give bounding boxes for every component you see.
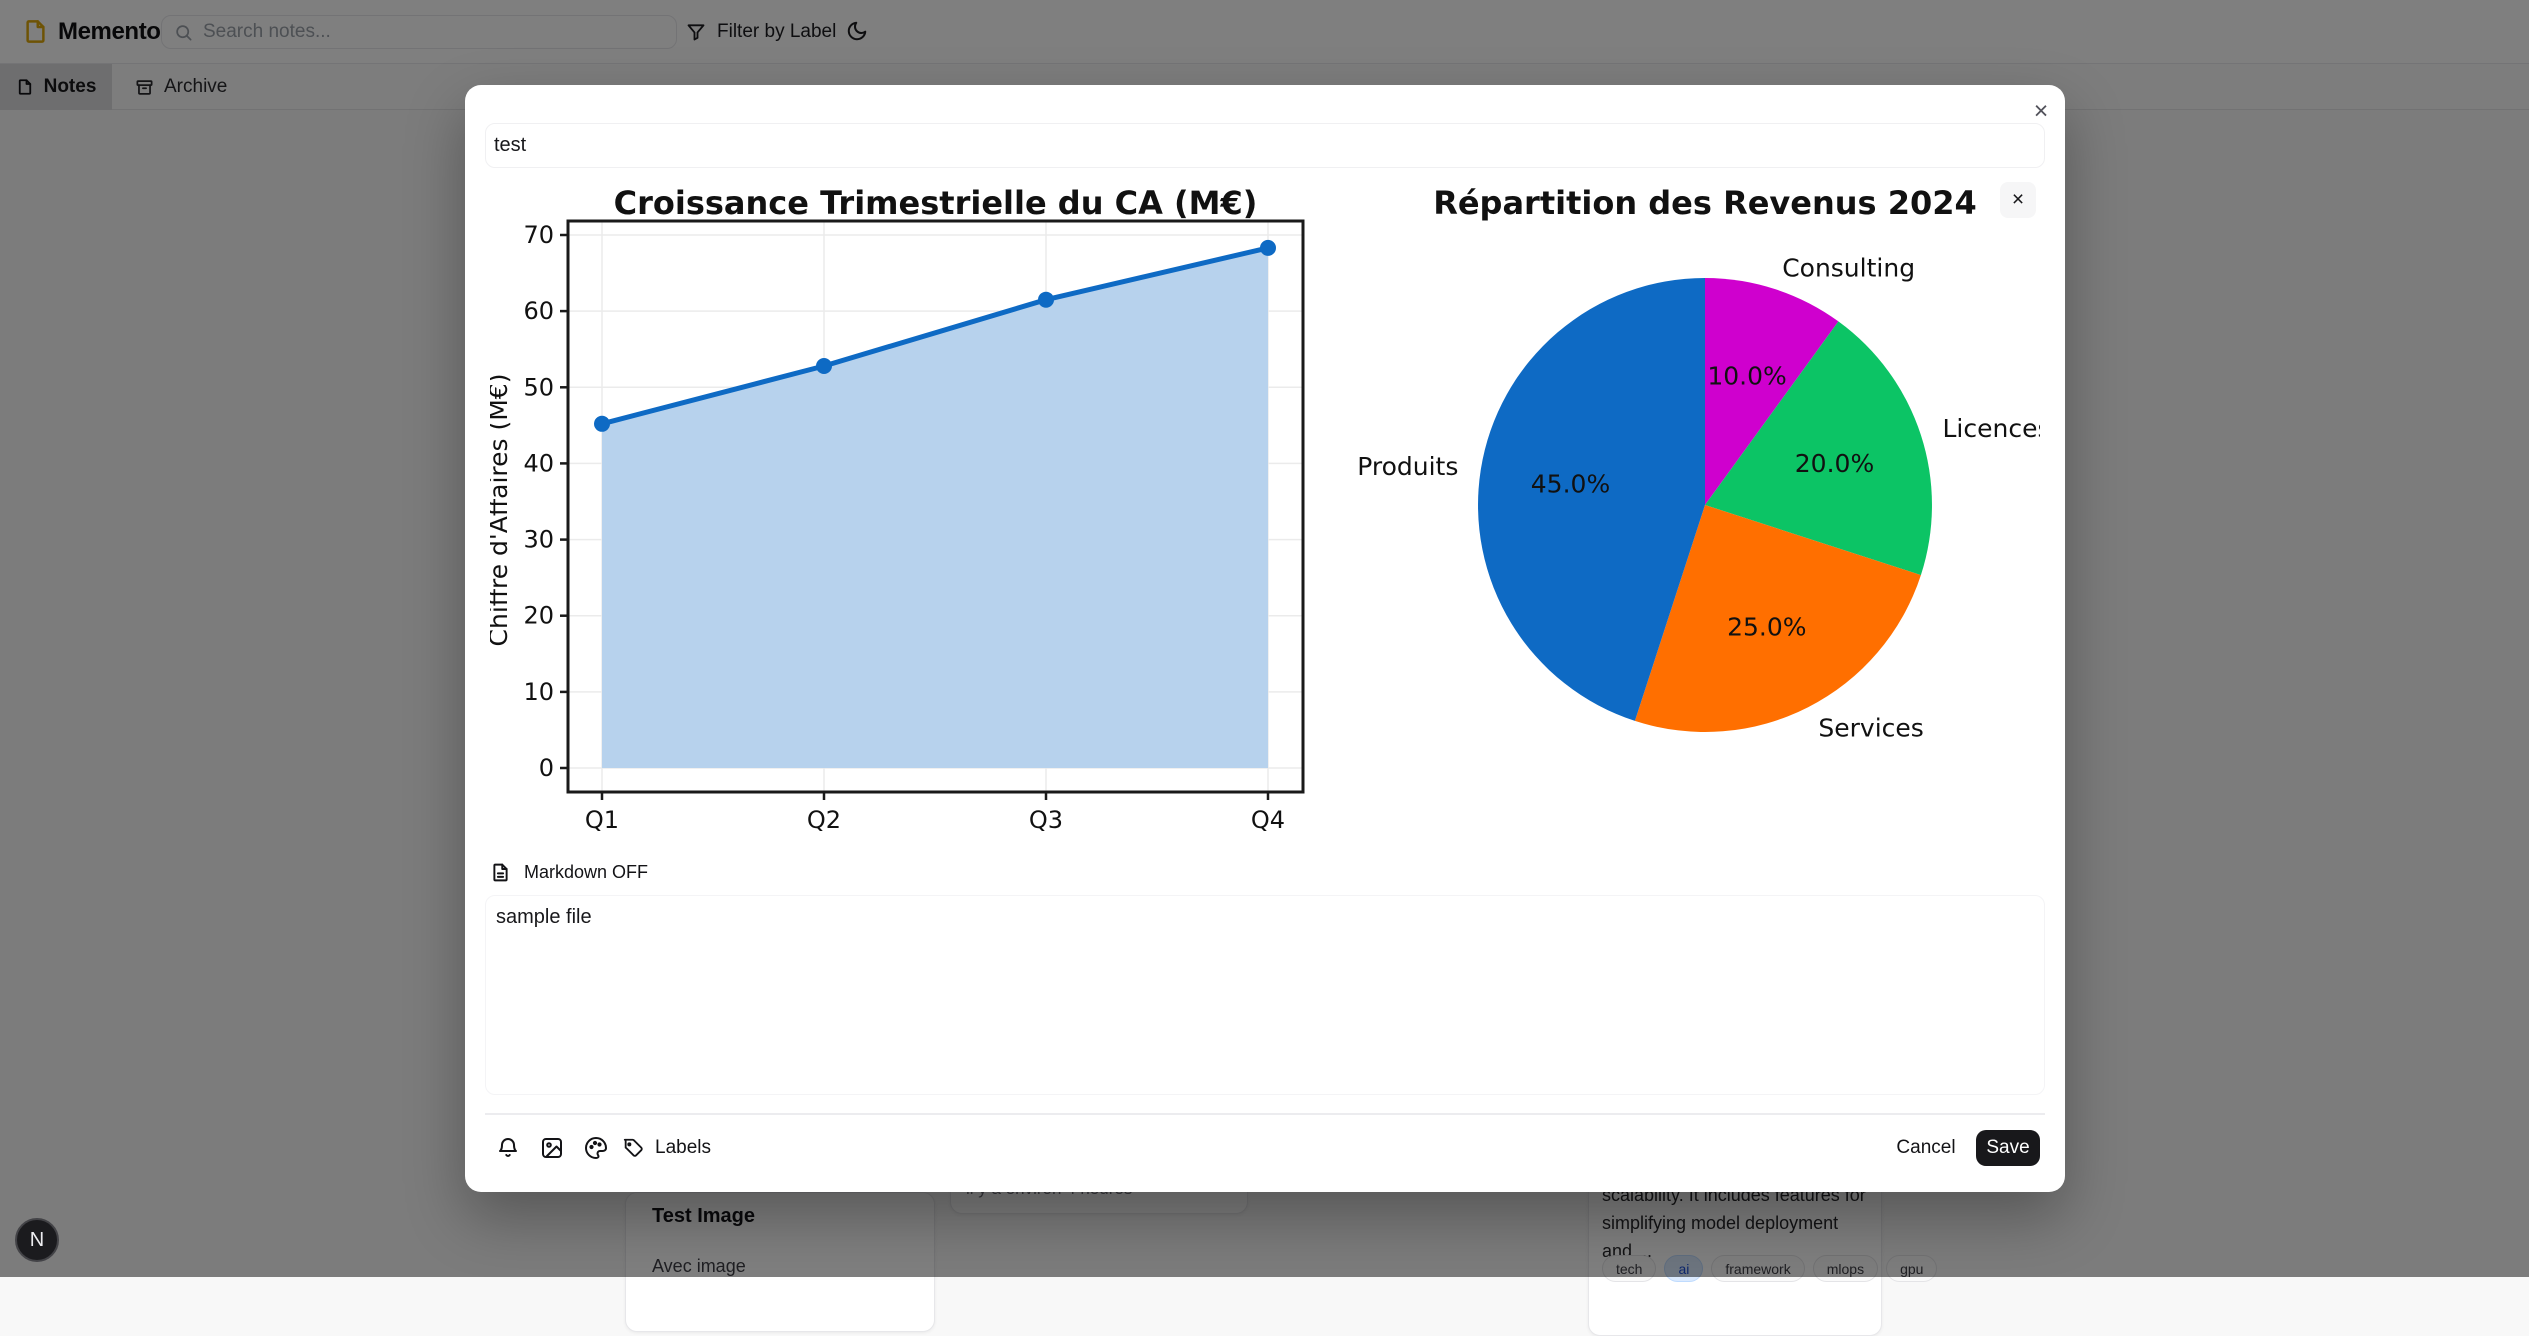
color-palette-button[interactable] bbox=[578, 1130, 614, 1166]
save-button[interactable]: Save bbox=[1976, 1130, 2040, 1166]
markdown-toggle-label: Markdown OFF bbox=[524, 861, 649, 882]
line-chart-line bbox=[599, 245, 1271, 427]
svg-text:30: 30 bbox=[523, 526, 554, 554]
pie-slice bbox=[1478, 278, 1705, 721]
line-chart-ylabel: Chiffre d'Affaires (M€) bbox=[490, 374, 513, 647]
pie-slice-label: Produits bbox=[1357, 452, 1458, 481]
close-icon[interactable]: × bbox=[2033, 96, 2049, 125]
labels-button-text: Labels bbox=[655, 1137, 711, 1158]
pie-pct-label: 10.0% bbox=[1707, 362, 1786, 391]
svg-text:40: 40 bbox=[523, 449, 554, 477]
dev-indicator-button[interactable]: N bbox=[15, 1218, 59, 1262]
cancel-button[interactable]: Cancel bbox=[1883, 1130, 1969, 1166]
svg-text:Q3: Q3 bbox=[1029, 806, 1063, 834]
tag-icon bbox=[623, 1138, 643, 1157]
pie-slice bbox=[1634, 505, 1921, 732]
note-image-charts: 0 10 20 30 40 50 60 70 Q1 Q2 Q3 Q4 Chiffre d'Affaire… bbox=[484, 180, 2051, 845]
pie-slice bbox=[1705, 321, 1932, 576]
edit-note-dialog: × 0 10 20 30 40 50 60 70 Q1 Q2 Q3 Q4 Chiffre d'Affai… bbox=[465, 85, 2065, 1192]
image-icon bbox=[542, 1138, 562, 1158]
line-chart-marker bbox=[1260, 239, 1276, 256]
note-content-textarea[interactable]: sample file bbox=[485, 895, 2045, 1095]
svg-text:60: 60 bbox=[523, 297, 554, 325]
svg-text:20: 20 bbox=[523, 602, 554, 630]
remove-image-button[interactable]: × bbox=[2000, 182, 2036, 218]
line-chart-marker bbox=[1038, 291, 1054, 308]
line-chart-marker bbox=[594, 415, 610, 432]
labels-button[interactable]: Labels bbox=[622, 1130, 711, 1166]
bell-icon bbox=[499, 1138, 517, 1157]
svg-text:70: 70 bbox=[523, 221, 554, 249]
svg-text:Q4: Q4 bbox=[1251, 806, 1285, 834]
reminder-button[interactable] bbox=[490, 1130, 526, 1166]
remove-image-x-icon: × bbox=[2011, 188, 2025, 211]
file-text-icon bbox=[493, 863, 508, 881]
svg-text:10: 10 bbox=[523, 678, 554, 706]
pie-slice bbox=[1705, 278, 1839, 505]
pie-slice-label: Licences bbox=[1943, 414, 2041, 443]
svg-text:Q2: Q2 bbox=[807, 806, 841, 834]
line-chart-title: Croissance Trimestrielle du CA (M€) bbox=[614, 184, 1258, 222]
pie-pct-label: 20.0% bbox=[1795, 449, 1874, 478]
line-chart-area bbox=[602, 247, 1268, 768]
pie-chart-title: Répartition des Revenus 2024 bbox=[1433, 184, 1977, 222]
pie-slice-label: Services bbox=[1818, 714, 1923, 743]
svg-text:0: 0 bbox=[539, 754, 554, 782]
palette-icon bbox=[585, 1137, 607, 1159]
svg-text:Q1: Q1 bbox=[585, 806, 619, 834]
pie-slice-label: Consulting bbox=[1782, 254, 1915, 283]
pie-pct-label: 45.0% bbox=[1531, 470, 1610, 499]
add-image-button[interactable] bbox=[534, 1130, 570, 1166]
markdown-toggle-button[interactable]: Markdown OFF bbox=[490, 855, 648, 889]
note-title-input[interactable] bbox=[485, 123, 2045, 168]
svg-text:50: 50 bbox=[523, 373, 554, 401]
pie-pct-label: 25.0% bbox=[1727, 612, 1806, 641]
line-chart-marker bbox=[816, 358, 832, 374]
modal-divider bbox=[485, 1113, 2045, 1115]
